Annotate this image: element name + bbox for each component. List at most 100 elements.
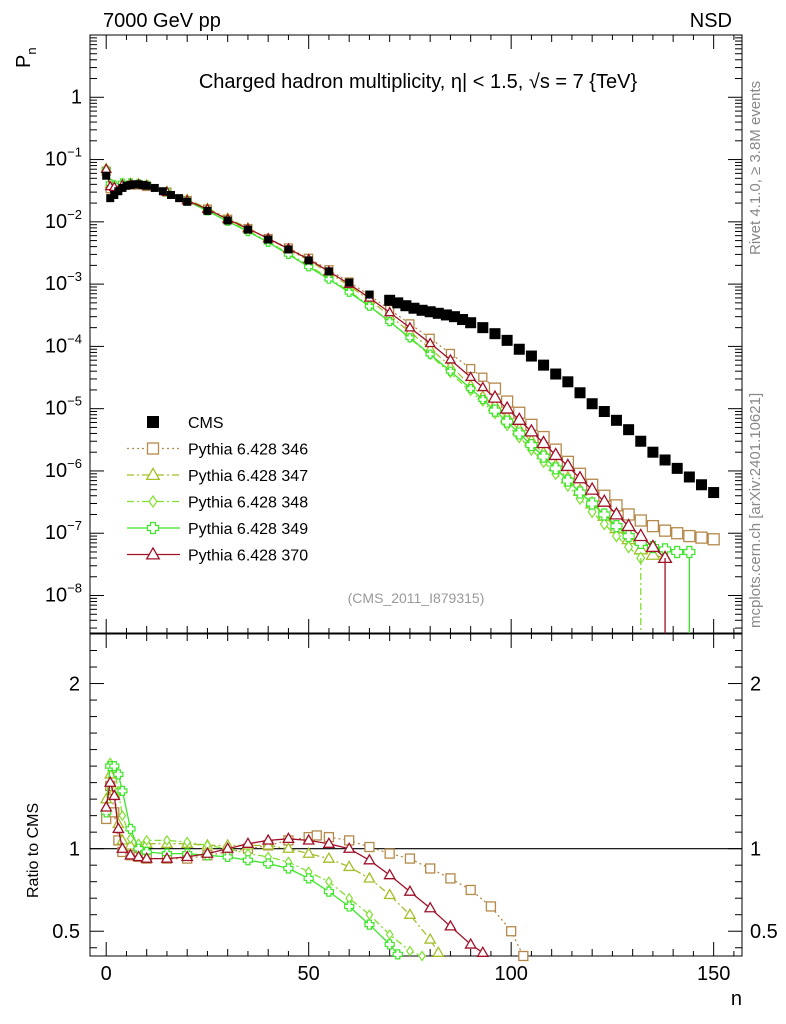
ratio-series-point [323,886,335,897]
main-y-tick-label: 1 [71,86,82,108]
series-point [549,462,562,475]
main-y-tick-label: 10−1 [45,145,82,171]
series-point [671,545,684,559]
legend-marker [147,416,159,428]
legend-label: Pythia 6.428 347 [188,468,308,485]
series-point [464,371,477,382]
series-point [466,384,476,394]
series-point [499,400,515,414]
ratio-series-point [116,841,129,853]
header-left-label: 7000 GeV pp [103,10,221,32]
series-point [383,306,396,317]
cms-point [424,306,436,318]
series-point [324,274,334,284]
cms-point [562,376,574,388]
main-y-tick-label: 10−6 [45,456,82,482]
series-point [633,528,649,542]
ratio-series-point [163,834,171,846]
legend-label: Pythia 6.428 370 [188,548,308,565]
main-plot-frame [89,34,743,634]
series-point [584,481,600,495]
cms-point [432,307,444,319]
main-y-tick-label: 10−7 [45,518,82,544]
rivet-version-label: Rivet 4.1.0, ≥ 3.8M events [747,81,764,255]
cms-point [440,309,452,321]
ratio-y-tick-label: 1 [69,839,80,861]
ratio-series-pythia-6-428-370 [99,775,490,957]
series-point [425,349,435,359]
ratio-series-point [322,837,336,848]
cms-data-points [102,171,720,499]
legend-label: Pythia 6.428 348 [188,495,308,512]
series-point [610,520,623,533]
ratio-series-point [506,926,517,937]
series-point [304,262,314,272]
legend-marker [148,494,158,509]
cms-point [538,359,550,371]
series-point [404,321,416,332]
main-y-tick-label: 10−4 [45,331,82,357]
cms-point [126,181,135,190]
cms-point [708,487,720,499]
series-point [488,404,502,417]
ratio-series-point [464,937,477,949]
series-point [405,333,415,343]
legend-entry: Pythia 6.428 347 [127,467,308,485]
main-y-tick-label: 10−3 [45,269,82,295]
cms-point [122,181,131,190]
series-point [364,301,375,311]
cms-point [647,446,659,458]
x-tick-label: 150 [697,963,730,985]
ratio-axis-ticks: 2 2 1 1 0.5 0.5 0 50 100 150 [52,634,778,985]
series-point [586,497,599,510]
cms-point [142,181,151,190]
ratio-series-point [364,919,375,930]
cms-point [448,311,460,323]
ratio-series-point [283,863,294,874]
ratio-series-point [518,950,529,962]
ratio-series-point [311,830,322,841]
ratio-series-point [103,775,117,787]
series-point [444,353,457,364]
ratio-series-point [221,841,234,853]
legend-marker [146,521,160,535]
series-point [487,389,503,403]
ratio-series-point [404,853,416,864]
cms-point [465,317,477,329]
series-point [572,470,588,484]
ratio-series-point [406,945,414,957]
series-point [634,514,647,527]
cms-point [110,190,119,199]
ratio-series-point [384,848,395,859]
cms-point [384,294,396,306]
series-point [561,474,574,487]
cms-point [284,245,293,254]
ratio-series-point [302,833,315,845]
cms-point [457,314,469,326]
ratio-series-point [117,785,128,796]
cms-point [501,334,513,346]
plot-title: Charged hadron multiplicity, η| < 1.5, √… [199,71,638,93]
series-point [573,486,587,499]
main-y-tick-label: 10−5 [45,394,82,420]
ratio-series-point [363,853,376,865]
ratio-series-point [282,832,295,844]
cms-point [102,171,111,180]
ratio-series-point [403,884,417,896]
ratio-series-point [125,823,136,834]
series-point [598,508,611,521]
ratio-series-point [384,939,395,950]
series-point [622,529,635,543]
ratio-series-point [363,871,376,883]
cms-point [304,256,313,265]
ratio-series-point [423,901,437,913]
ratio-series-point [124,848,137,860]
series-point [478,394,488,405]
legend: CMS Pythia 6.428 346 Pythia 6.428 347 Pythi… [127,415,308,565]
ratio-series-point [444,919,457,931]
ratio-y-tick-label: 2 [69,674,80,696]
ratio-series-point [425,863,436,874]
ratio-series-point [383,888,396,900]
ratio-series-point [365,909,374,921]
